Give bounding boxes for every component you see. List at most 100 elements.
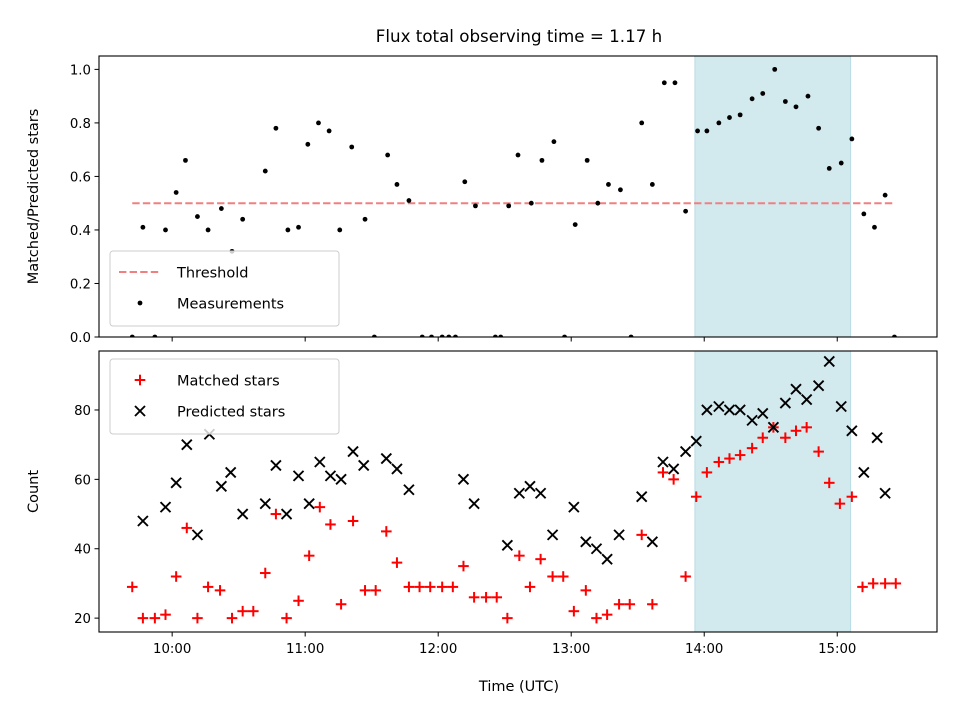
panel-2-point-cross [800, 393, 813, 406]
panel-2-point-cross [871, 432, 883, 444]
panel-2-point-plus [370, 585, 381, 596]
panel-1-point-dot [240, 216, 246, 222]
panel-1-point-dot [446, 334, 452, 337]
panel-2-point-cross [215, 480, 228, 492]
panel-2-point-cross [767, 421, 780, 433]
panel-2-point-plus [568, 605, 580, 617]
panel-2-point-cross [636, 491, 648, 503]
panel-2-point-cross [335, 473, 347, 486]
panel-2-point-cross [236, 508, 249, 520]
panel-2-point-plus [591, 612, 602, 624]
panel-1-point-dot [473, 203, 478, 209]
panel-2-point-cross [568, 501, 580, 513]
panel-2-point-plus [613, 598, 625, 610]
panel-1-point-dot [152, 334, 158, 337]
panel-1-point-dot [816, 125, 822, 131]
panel-2-point-cross [191, 529, 204, 541]
panel-2-point-plus [403, 581, 415, 593]
panel-2-point-plus [303, 550, 315, 561]
panel-2-point-plus [757, 432, 769, 444]
panel-1-point-dot [371, 334, 377, 337]
panel-2-point-cross [779, 397, 792, 409]
panel-1-point-dot [528, 200, 534, 206]
panel-1-point-dot [406, 198, 412, 203]
panel-2-point-plus [790, 425, 802, 437]
panel-1-point-dot [760, 91, 766, 96]
panel-2-point-plus [391, 557, 403, 568]
panel-2-point-plus [624, 598, 636, 610]
panel-2-ytick-label: 20 [74, 612, 91, 627]
panel-1-point-dot [872, 224, 877, 230]
panel-1-point-dot [129, 334, 135, 337]
panel-2-point-plus [414, 581, 425, 593]
panel-1-point-dot [749, 96, 755, 102]
panel-2-point-plus [314, 501, 326, 513]
panel-2-legend-marker [134, 405, 146, 417]
x-axis-label: Time (UTC) [478, 679, 559, 695]
panel-2-point-cross [524, 480, 536, 492]
panel-2-point-plus [347, 515, 359, 527]
xtick-label: 10:00 [153, 642, 191, 657]
xtick-label: 12:00 [419, 642, 457, 657]
panel-1-point-dot [628, 334, 634, 337]
panel-1-point-dot [285, 227, 291, 233]
panel-1-point-dot [394, 182, 400, 187]
panel-2-point-cross [501, 539, 514, 551]
panel-2-point-cross [468, 497, 480, 510]
panel-2-point-plus [335, 598, 347, 610]
panel-2-point-cross [790, 383, 802, 395]
panel-2-point-plus [823, 477, 835, 489]
panel-1-point-dot [737, 112, 743, 118]
panel-2-point-plus [226, 612, 238, 624]
panel-2-legend-box [109, 358, 340, 435]
panel-1-point-dot [362, 216, 368, 222]
panel-2-point-cross [259, 497, 271, 510]
panel-1-point-dot [882, 192, 888, 198]
panel-1-point-dot [273, 125, 279, 131]
panel-2-point-cross [225, 466, 237, 479]
panel-2-point-cross [657, 456, 669, 468]
panel-1-point-dot [618, 187, 623, 193]
panel-2-point-plus [480, 592, 492, 603]
panel-2-point-plus [713, 456, 725, 468]
panel-2-point-plus [325, 519, 336, 530]
panel-1-ytick-label: 1.0 [70, 63, 91, 78]
panel-2-point-cross [324, 470, 337, 482]
panel-1-point-dot [861, 211, 867, 217]
panel-2-point-plus [247, 605, 259, 617]
panel-1-point-dot [439, 334, 445, 337]
panel-1-point-dot [326, 128, 332, 134]
panels-group: 0.0 0.2 0.4 0.6 0.8 1.0 Matched/Predicted star… [26, 55, 938, 657]
panel-2-point-plus [879, 578, 891, 589]
panel-2-point-plus [857, 581, 868, 593]
chart-title: Flux total observing time = 1.17 h [376, 26, 662, 46]
panel-2-point-plus [734, 449, 746, 461]
panel-1-ytick-label: 0.2 [70, 277, 91, 292]
panel-2-point-plus [502, 612, 513, 624]
panel-1-ytick-label: 0.4 [70, 224, 91, 239]
panel-2-point-cross [601, 553, 613, 565]
panel-1-point-dot [793, 104, 799, 110]
panel-2-legend-label: Matched stars [177, 374, 280, 390]
panel-2-point-cross [137, 515, 149, 527]
panel-1-point-dot [453, 334, 458, 337]
panel-2-point-cross [613, 529, 625, 541]
panel-1-point-dot [316, 120, 321, 126]
panel-2-point-plus [636, 529, 648, 541]
panel-1-point-dot [892, 334, 897, 337]
panel-2-point-cross [303, 497, 315, 510]
panel-2-point-cross [835, 400, 847, 413]
panel-2-point-plus [890, 578, 902, 589]
panel-1-point-dot [385, 152, 391, 158]
panel-1-point-dot [572, 222, 578, 228]
panel-2-point-cross [679, 445, 692, 458]
panel-2-point-plus [381, 526, 392, 537]
panel-2-point-cross [513, 487, 526, 499]
panel-1-point-dot [727, 115, 732, 120]
panel-2-ytick-label: 80 [74, 404, 91, 419]
panel-2-point-cross [457, 473, 470, 486]
panel-1-point-dot [805, 93, 811, 99]
panel-2-point-cross [734, 404, 746, 416]
panel-2-point-plus [514, 550, 525, 561]
